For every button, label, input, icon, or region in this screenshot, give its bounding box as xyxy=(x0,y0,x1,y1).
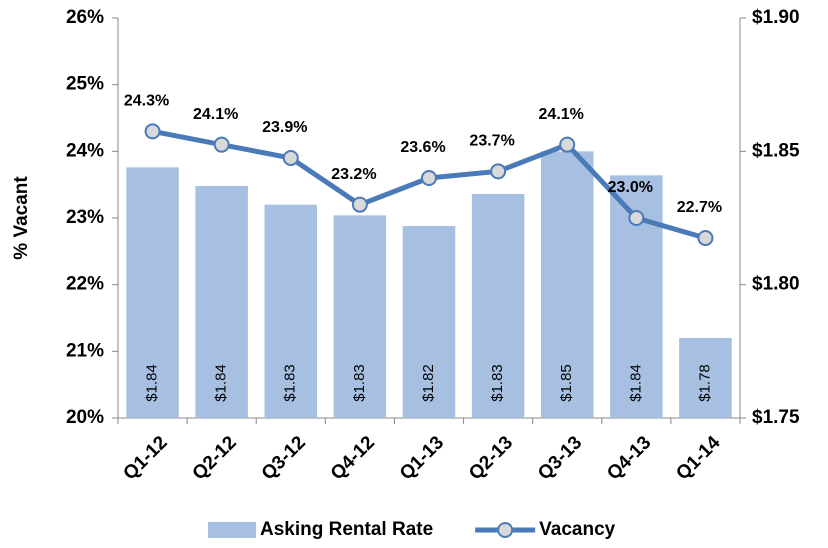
line-value-label: 23.2% xyxy=(331,166,376,183)
bar xyxy=(679,338,732,418)
x-tick-label: Q2-13 xyxy=(465,432,517,484)
legend-swatch xyxy=(208,522,256,538)
y2-tick-label: $1.90 xyxy=(752,7,800,28)
x-tick-label: Q4-13 xyxy=(603,432,655,484)
x-tick-label: Q3-13 xyxy=(534,432,586,484)
line-marker xyxy=(559,136,576,153)
bar-value-label: $1.82 xyxy=(420,364,437,402)
y-tick-label: 25% xyxy=(66,74,104,95)
bar xyxy=(540,151,594,419)
y-tick-label: 20% xyxy=(66,407,104,428)
bar-value-label: $1.78 xyxy=(696,364,713,402)
line-value-label: 24.1% xyxy=(193,106,238,123)
line-marker xyxy=(628,210,645,226)
x-tick-label: Q3-12 xyxy=(258,432,310,484)
y-axis-title: % Vacant xyxy=(11,176,32,260)
bar xyxy=(402,226,456,418)
y-tick-label: 24% xyxy=(66,140,104,161)
line-marker xyxy=(421,170,437,186)
line-value-label: 24.1% xyxy=(539,106,584,123)
line-value-label: 24.3% xyxy=(124,93,169,110)
line-marker xyxy=(144,123,161,140)
x-tick-label: Q1-14 xyxy=(672,432,724,484)
bar xyxy=(333,215,387,418)
bar xyxy=(471,194,525,418)
bar xyxy=(126,167,179,418)
bar xyxy=(195,186,248,418)
bar-value-label: $1.83 xyxy=(351,364,368,402)
legend-marker xyxy=(497,522,514,538)
x-tick-label: Q1-12 xyxy=(119,432,171,484)
x-tick-label: Q2-12 xyxy=(189,432,241,484)
line-value-label: 23.7% xyxy=(469,133,514,150)
y-tick-label: 22% xyxy=(66,274,104,295)
line-marker xyxy=(490,163,507,180)
legend-label: Asking Rental Rate xyxy=(260,519,433,540)
line-value-label: 23.9% xyxy=(262,119,307,136)
bar-value-label: $1.85 xyxy=(558,364,575,402)
y-tick-label: 23% xyxy=(66,207,104,228)
line-marker xyxy=(697,230,714,246)
line-marker xyxy=(282,150,299,166)
x-tick-label: Q4-12 xyxy=(327,432,379,484)
line-value-label: 22.7% xyxy=(677,199,722,216)
legend-label: Vacancy xyxy=(539,519,615,540)
bar-value-label: $1.83 xyxy=(282,364,299,402)
bar-value-label: $1.84 xyxy=(144,364,161,402)
y-tick-label: 26% xyxy=(66,7,104,28)
bar xyxy=(264,204,318,418)
line-marker xyxy=(213,136,230,153)
line-value-label: 23.6% xyxy=(400,139,445,156)
bar-value-label: $1.84 xyxy=(627,364,644,402)
y-tick-label: 21% xyxy=(66,340,104,361)
bar-value-label: $1.84 xyxy=(213,364,230,402)
y2-tick-label: $1.80 xyxy=(752,274,800,295)
line-marker xyxy=(351,196,368,213)
x-tick-label: Q1-13 xyxy=(396,432,448,484)
line-value-label: 23.0% xyxy=(608,179,653,196)
y2-tick-label: $1.85 xyxy=(752,140,800,161)
bar-value-label: $1.83 xyxy=(489,364,506,402)
y2-tick-label: $1.75 xyxy=(752,407,800,428)
